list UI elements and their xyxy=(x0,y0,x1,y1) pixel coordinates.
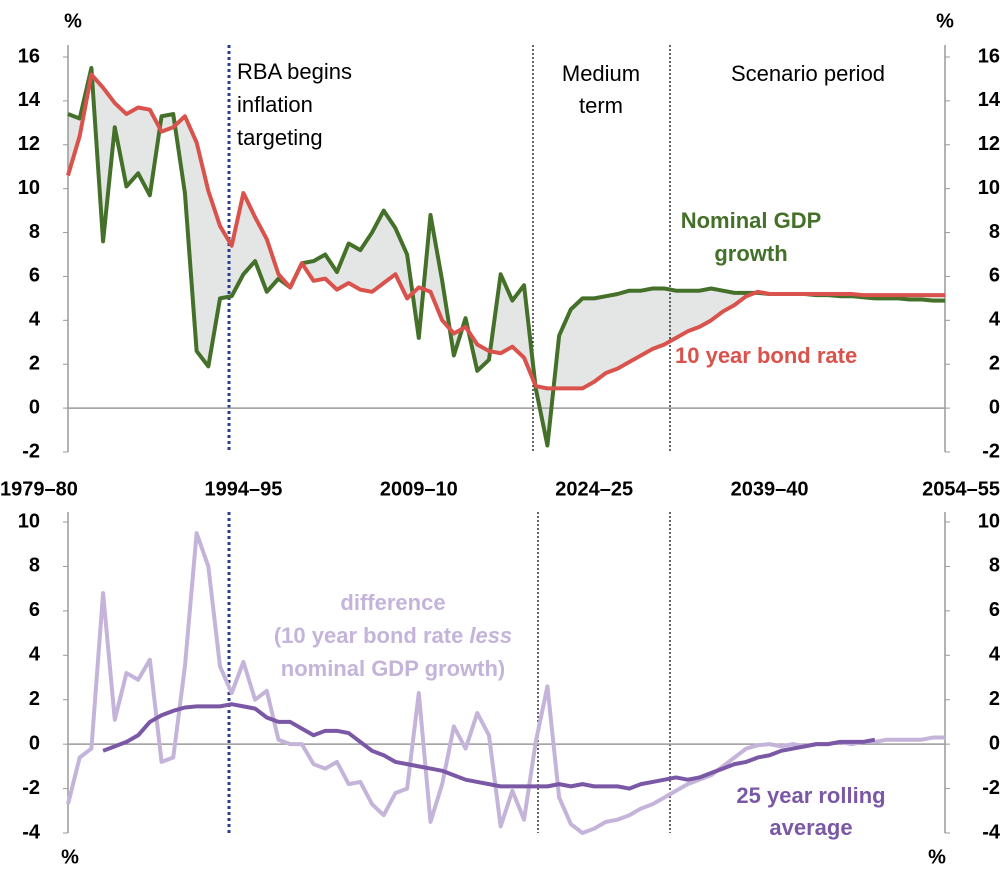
annotation: Scenario period xyxy=(731,61,885,86)
y-tick-label: -4 xyxy=(22,821,41,843)
y2-tick-label: 12 xyxy=(978,133,1000,155)
y2-tick-label: 8 xyxy=(989,221,1000,243)
annotation-part: nominal GDP growth) xyxy=(281,656,505,681)
y-tick-label: 2 xyxy=(29,688,40,710)
x-tick-label: 1994–95 xyxy=(204,478,282,500)
y2-unit: % xyxy=(928,846,946,868)
annotation: RBA begins xyxy=(237,59,352,84)
annotation: Medium xyxy=(562,61,640,86)
annotation: 10 year bond rate xyxy=(675,343,857,368)
annotation-part: average xyxy=(769,815,852,840)
y2-tick-label: 4 xyxy=(989,309,1001,331)
y2-tick-label: -2 xyxy=(982,777,1000,799)
y-tick-label: 0 xyxy=(29,732,40,754)
annotation-part: (10 year bond rate xyxy=(274,623,464,648)
annotation: nominal GDP growth) xyxy=(281,656,505,681)
y-tick-label: 4 xyxy=(29,309,41,331)
y2-tick-label: -2 xyxy=(982,440,1000,462)
y-tick-label: 10 xyxy=(18,177,40,199)
annotation-part: 25 year rolling xyxy=(736,783,885,808)
y-tick-label: 10 xyxy=(18,510,40,532)
y-unit: % xyxy=(64,10,82,32)
y2-tick-label: 2 xyxy=(989,353,1000,375)
y-tick-label: 6 xyxy=(29,599,40,621)
y2-tick-label: 0 xyxy=(989,396,1000,418)
x-tick-label: 2024–25 xyxy=(555,478,633,500)
x-tick-label: 2009–10 xyxy=(380,478,458,500)
y-tick-label: -2 xyxy=(22,777,40,799)
y2-tick-label: 10 xyxy=(978,510,1000,532)
y-tick-label: 8 xyxy=(29,555,40,577)
annotation: Nominal GDP xyxy=(681,208,822,233)
y-tick-label: 12 xyxy=(18,133,40,155)
y2-tick-label: 6 xyxy=(989,265,1000,287)
y2-tick-label: -4 xyxy=(982,821,1001,843)
series-line xyxy=(66,531,945,835)
y-tick-label: 0 xyxy=(29,396,40,418)
y2-tick-label: 2 xyxy=(989,688,1000,710)
y2-tick-label: 6 xyxy=(989,599,1000,621)
y2-tick-label: 16 xyxy=(978,45,1000,67)
y-tick-label: 14 xyxy=(18,89,41,111)
period-dividers xyxy=(227,45,671,833)
series-line xyxy=(66,72,945,391)
gap-shade xyxy=(68,67,945,446)
y2-tick-label: 8 xyxy=(989,555,1000,577)
y-tick-label: 8 xyxy=(29,221,40,243)
annotation: term xyxy=(579,93,623,118)
y-tick-label: 2 xyxy=(29,353,40,375)
y2-tick-label: 0 xyxy=(989,732,1000,754)
x-tick-label: 2039–40 xyxy=(731,478,809,500)
y2-unit: % xyxy=(936,10,954,32)
x-tick-label: 1979–80 xyxy=(0,478,78,500)
annotation: growth xyxy=(714,241,787,266)
y-tick-label: 4 xyxy=(29,644,41,666)
annotation: 25 year rolling xyxy=(736,783,885,808)
y2-tick-label: 4 xyxy=(989,644,1001,666)
y-unit: % xyxy=(61,846,79,868)
y2-tick-label: 10 xyxy=(978,177,1000,199)
y-tick-label: 6 xyxy=(29,265,40,287)
y-tick-label: 16 xyxy=(18,45,40,67)
annotation-part: difference xyxy=(340,590,445,615)
y-tick-label: -2 xyxy=(22,440,40,462)
annotation: inflation xyxy=(237,92,313,117)
annotation-part: less xyxy=(469,623,512,648)
series-line xyxy=(102,702,876,791)
annotation: (10 year bond rate less xyxy=(274,623,512,648)
annotation: average xyxy=(769,815,852,840)
annotation: targeting xyxy=(237,125,323,150)
y2-tick-label: 14 xyxy=(978,89,1001,111)
x-tick-label: 2054–55 xyxy=(922,478,1000,500)
annotation: difference xyxy=(340,590,445,615)
